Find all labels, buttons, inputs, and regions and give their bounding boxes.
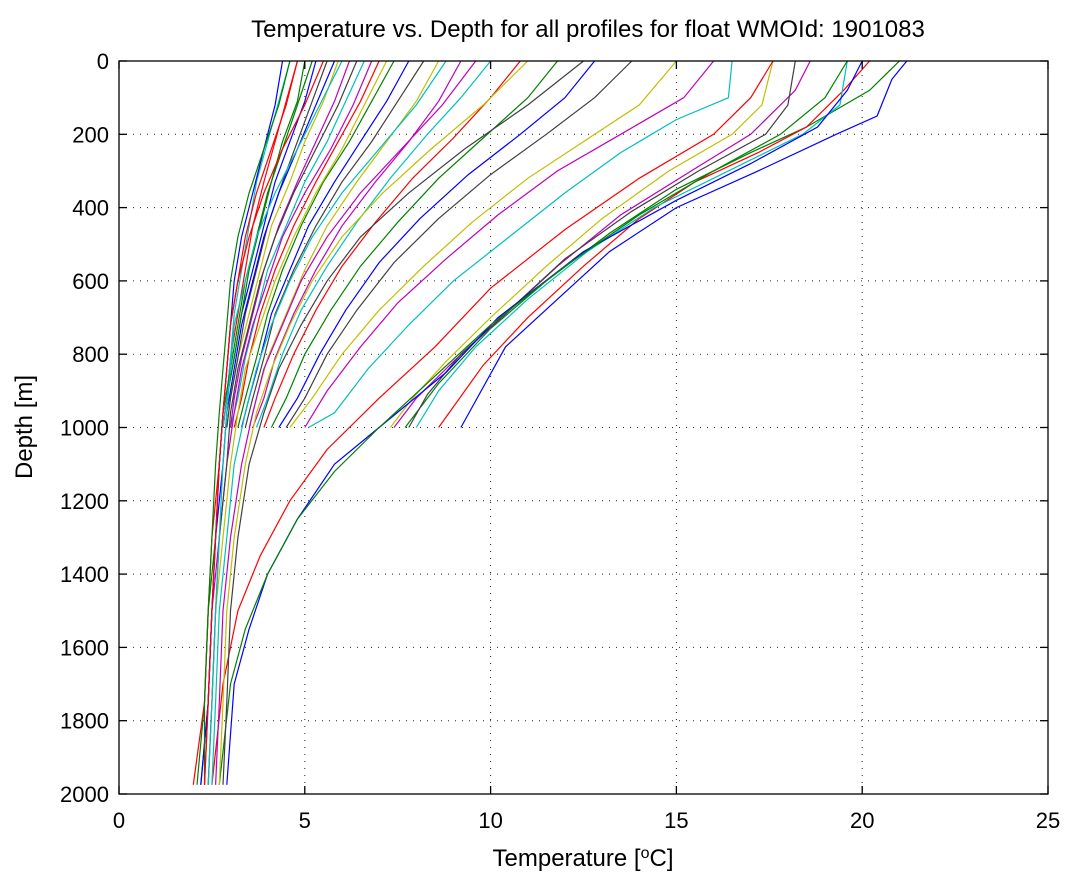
profile-line (389, 60, 774, 428)
x-tick-label: 20 (850, 808, 874, 833)
y-tick-label: 1000 (60, 416, 109, 441)
x-tick-label: 15 (664, 808, 688, 833)
ticks (118, 60, 1049, 795)
y-tick-label: 1200 (60, 489, 109, 514)
y-tick-label: 800 (72, 342, 109, 367)
x-tick-label: 10 (478, 808, 502, 833)
profile-line (263, 60, 521, 428)
profile-line (252, 60, 462, 428)
y-tick-label: 1400 (60, 562, 109, 587)
y-tick-label: 400 (72, 196, 109, 221)
profile-line (226, 60, 863, 785)
profile-line (285, 60, 633, 428)
profile-line (229, 60, 365, 428)
y-tick-label: 2000 (60, 782, 109, 807)
y-tick-labels: 0 200 400 600 800 1000 1200 1400 1600 1800 2000 (60, 49, 109, 807)
profile-line (393, 60, 811, 428)
profile-line (415, 60, 848, 428)
y-tick-label: 600 (72, 269, 109, 294)
profile-line (233, 60, 380, 428)
profile-line (304, 60, 715, 428)
profile-line (207, 60, 388, 785)
y-tick-label: 200 (72, 122, 109, 147)
y-tick-label: 1600 (60, 635, 109, 660)
profile-line (404, 60, 900, 428)
y-tick-label: 1800 (60, 709, 109, 734)
profile-line (203, 60, 373, 785)
profile-line (218, 60, 848, 785)
profiles (192, 60, 908, 785)
x-axis-label: Temperature [oC] (493, 845, 674, 873)
chart-title: Temperature vs. Depth for all profiles f… (251, 16, 925, 43)
profile-line (278, 60, 596, 428)
profile-line (226, 60, 328, 428)
profile-line (408, 60, 796, 428)
profile-line (460, 60, 908, 428)
profile-line (308, 60, 733, 429)
x-tick-label: 25 (1036, 808, 1060, 833)
profile-line (203, 60, 291, 785)
profile-line (211, 60, 774, 785)
x-tick-label: 5 (299, 808, 311, 833)
profile-line (211, 60, 447, 785)
profile-line (207, 60, 343, 785)
profile-line (270, 60, 558, 428)
profile-line (255, 60, 492, 428)
profile-line (244, 60, 425, 428)
profile-line (289, 60, 677, 428)
profile-line (438, 60, 871, 428)
y-axis-label: Depth [m] (11, 375, 38, 479)
x-tick-labels: 0 5 10 15 20 25 (113, 808, 1060, 833)
profile-line (222, 60, 584, 785)
y-tick-label: 0 (97, 49, 109, 74)
profile-line (222, 60, 306, 428)
profile-line (215, 60, 477, 785)
profile-line (218, 60, 529, 785)
x-tick-label: 0 (113, 808, 125, 833)
profile-line (203, 60, 324, 785)
profile-line (237, 60, 395, 428)
